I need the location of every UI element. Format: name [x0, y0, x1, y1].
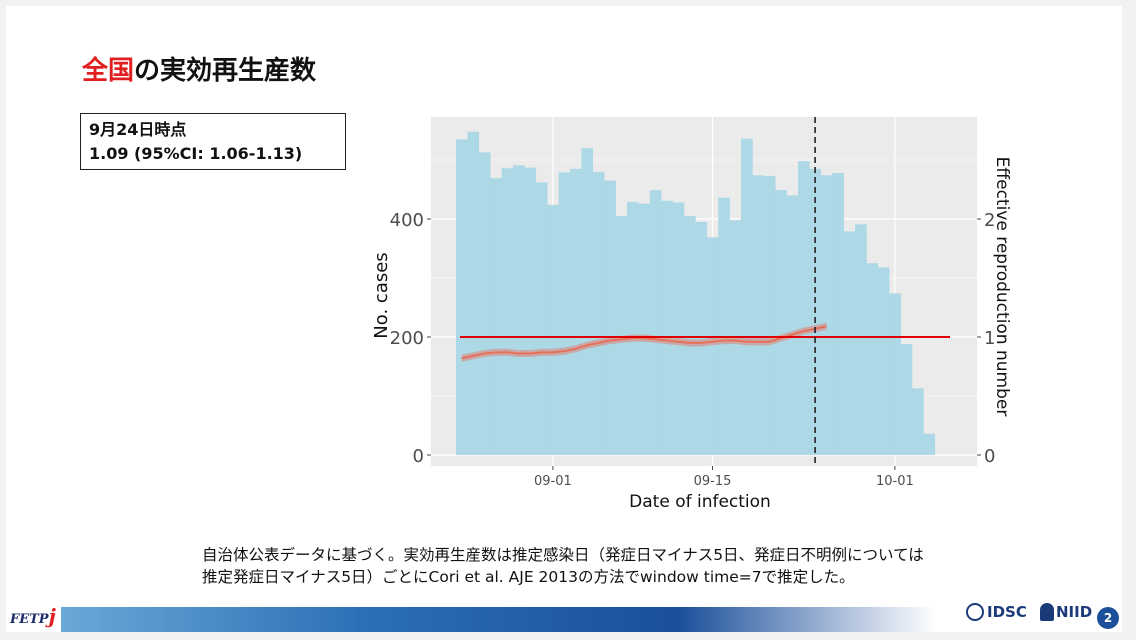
bar	[672, 202, 685, 455]
bar	[558, 172, 571, 455]
bar	[695, 221, 708, 455]
bar	[547, 204, 559, 455]
fetp-logo-text: FETP	[10, 612, 49, 627]
x-tick-label: 09-15	[694, 474, 732, 489]
niid-logo: NIID	[1040, 603, 1092, 621]
bar	[661, 200, 673, 455]
bar	[832, 172, 844, 456]
idsc-logo-text: IDSC	[987, 603, 1027, 621]
globe-icon	[966, 603, 984, 621]
summary-value: 1.09 (95%CI: 1.06-1.13)	[89, 144, 303, 163]
bar	[649, 190, 662, 455]
rt-summary-box: 9月24日時点 1.09 (95%CI: 1.06-1.13)	[80, 113, 346, 170]
y-tick-label: 200	[390, 328, 424, 349]
y2-tick-label: 0	[984, 446, 995, 467]
y-tick-label: 400	[390, 210, 424, 231]
bar	[478, 152, 491, 455]
fetp-logo: FETPj	[10, 604, 56, 628]
x-tick-label: 10-01	[876, 474, 914, 489]
bar	[638, 203, 651, 455]
method-note: 自治体公表データに基づく。実効再生産数は推定感染日（発症日マイナス5日、発症日不…	[202, 544, 1082, 588]
bar	[615, 216, 628, 455]
page-title: 全国の実効再生産数	[82, 50, 316, 87]
bar	[786, 195, 799, 455]
niid-logo-text: NIID	[1056, 603, 1093, 621]
bar	[866, 263, 879, 455]
title-accent: 全国	[82, 56, 135, 86]
x-axis-title: Date of infection	[629, 492, 771, 512]
bar	[900, 344, 913, 455]
page-number: 2	[1097, 607, 1119, 629]
y2-axis-title: Effective reproduction number	[992, 157, 1012, 417]
bar	[741, 138, 753, 455]
method-note-line1: 自治体公表データに基づく。実効再生産数は推定感染日（発症日マイナス5日、発症日不…	[202, 546, 924, 564]
y-tick-label: 0	[413, 446, 424, 467]
bar	[535, 182, 548, 456]
bar	[752, 175, 765, 455]
bar	[923, 433, 936, 455]
bar	[456, 139, 468, 455]
x-tick-label: 09-01	[534, 474, 572, 489]
bar	[706, 237, 719, 455]
bar	[581, 148, 594, 455]
bar	[798, 161, 810, 455]
idsc-logo: IDSC	[966, 603, 1027, 621]
method-note-line2: 推定発症日マイナス5日）ごとにCori et al. AJE 2013の方法でw…	[202, 568, 855, 586]
bar	[627, 201, 639, 455]
bar	[570, 168, 582, 455]
bar	[467, 131, 480, 455]
rt-line	[461, 325, 827, 360]
bar	[490, 178, 502, 456]
bar	[820, 175, 833, 455]
bar	[718, 197, 730, 455]
bar	[524, 167, 537, 456]
bar	[912, 388, 924, 455]
y2-tick-label: 2	[984, 210, 995, 231]
bar	[684, 216, 696, 455]
bar	[877, 267, 890, 455]
footer-band	[61, 607, 1091, 632]
bar	[604, 180, 616, 455]
y-axis-title: No. cases	[371, 252, 392, 338]
niid-mark-icon	[1040, 603, 1054, 621]
y2-tick-label: 1	[984, 328, 995, 349]
bar	[763, 175, 776, 455]
bar	[843, 231, 856, 455]
bar	[855, 224, 867, 455]
bar	[501, 168, 514, 455]
title-text: の実効再生産数	[134, 56, 317, 86]
bar	[775, 190, 787, 455]
summary-date: 9月24日時点	[89, 120, 187, 139]
bar	[592, 171, 605, 456]
bar	[513, 165, 525, 455]
fetp-logo-j: j	[48, 604, 56, 628]
bar	[889, 293, 901, 455]
